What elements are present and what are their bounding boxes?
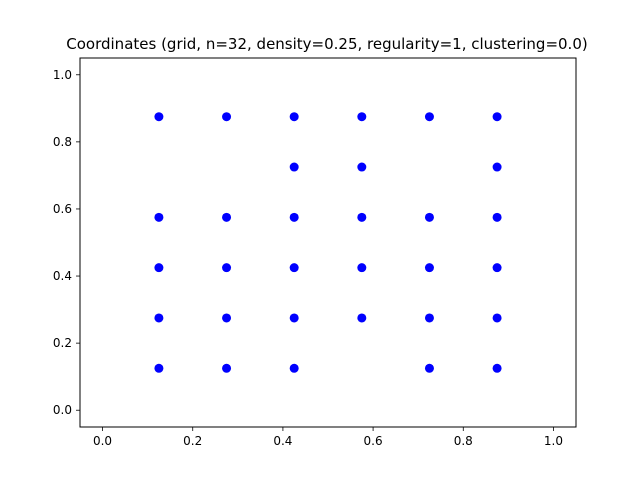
data-point [357,313,367,323]
y-tick-label: 1.0 [53,68,72,82]
data-point [492,212,502,222]
chart-title: Coordinates (grid, n=32, density=0.25, r… [66,35,587,53]
y-tick-label: 0.0 [53,403,72,417]
data-point [424,212,434,222]
data-point [289,313,299,323]
y-tick-label: 0.6 [53,202,72,216]
axes-frame [79,57,577,428]
data-point [424,363,434,373]
data-point [289,112,299,122]
data-point [492,263,502,273]
y-tick-label: 0.8 [53,135,72,149]
data-point [492,313,502,323]
data-point [222,313,232,323]
data-point [357,263,367,273]
data-point [289,212,299,222]
data-point [222,363,232,373]
data-point [154,212,164,222]
data-point [154,363,164,373]
x-tick-label: 0.8 [454,434,473,448]
data-point [357,162,367,172]
y-tick-label: 0.4 [53,269,72,283]
x-tick-label: 0.4 [273,434,292,448]
data-point [154,313,164,323]
data-point [222,263,232,273]
data-point [357,112,367,122]
data-point [424,263,434,273]
x-tick-label: 1.0 [544,434,563,448]
data-point [492,162,502,172]
data-point [289,162,299,172]
data-point [424,112,434,122]
y-tick-label: 0.2 [53,336,72,350]
data-point [289,263,299,273]
data-point [222,212,232,222]
x-tick-label: 0.6 [364,434,383,448]
x-tick-label: 0.2 [183,434,202,448]
x-tick-label: 0.0 [93,434,112,448]
data-point [154,263,164,273]
data-point [492,112,502,122]
data-point [492,363,502,373]
data-point [154,112,164,122]
plot-area: 0.0 0.2 0.4 0.6 0.8 1.0 0.0 0.2 0.4 0.6 0.8 1.0 [53,57,577,448]
data-point [357,212,367,222]
data-point [424,313,434,323]
data-point [222,112,232,122]
data-point [289,363,299,373]
